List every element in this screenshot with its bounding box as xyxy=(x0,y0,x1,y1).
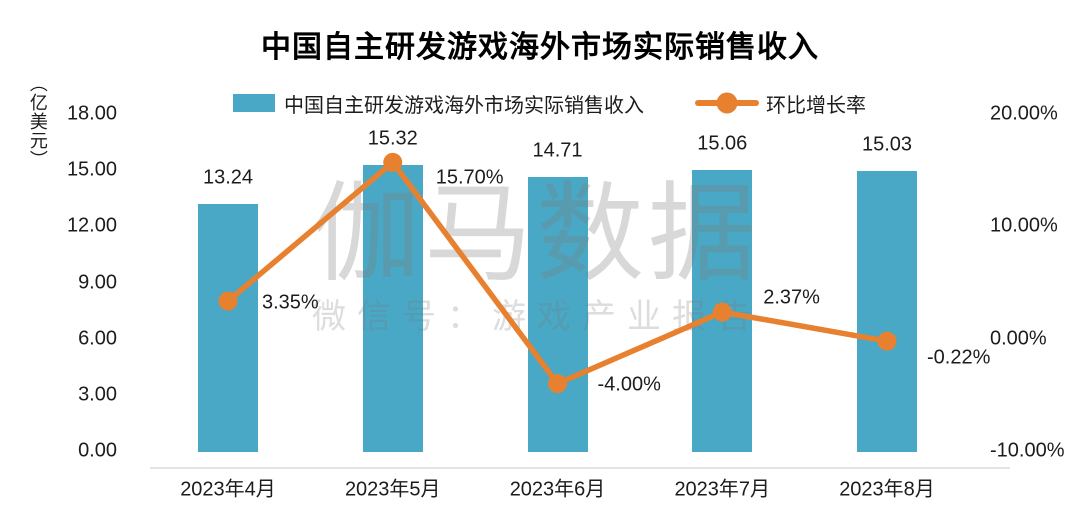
bar-value-label: 13.24 xyxy=(202,166,254,189)
right-axis-tick: 10.00% xyxy=(990,214,1058,237)
left-axis-tick: 6.00 xyxy=(78,327,117,350)
watermark-brand: 伽马数据 xyxy=(312,173,761,294)
left-axis-tick: 15.00 xyxy=(66,158,117,181)
legend-item-growth: 环比增长率 xyxy=(695,92,866,117)
line-point xyxy=(218,291,238,311)
line-point xyxy=(712,302,732,322)
bar xyxy=(527,176,588,452)
left-axis-tick: 12.00 xyxy=(66,214,117,237)
left-axis-tick: 18.00 xyxy=(66,102,117,125)
growth-value-label: 15.70% xyxy=(435,166,504,189)
line-marker-dot-icon xyxy=(716,92,738,114)
x-axis-label: 2023年6月 xyxy=(509,478,606,501)
legend-label-growth: 环比增长率 xyxy=(766,94,866,117)
left-axis-tick: 0.00 xyxy=(78,439,117,462)
line-point xyxy=(548,374,567,394)
chart-title: 中国自主研发游戏海外市场实际销售收入 xyxy=(261,31,819,64)
bar-value-label: 15.32 xyxy=(367,127,418,150)
bar-series-swatch xyxy=(233,94,275,112)
growth-value-label: -4.00% xyxy=(597,373,661,396)
x-axis-label: 2023年8月 xyxy=(839,478,935,501)
line-point xyxy=(877,331,897,351)
right-axis-tick: 20.00% xyxy=(990,102,1058,125)
left-axis-tick: 9.00 xyxy=(78,271,117,293)
line-series-marker xyxy=(695,92,759,114)
x-axis-line xyxy=(150,467,1010,469)
growth-value-label: 3.35% xyxy=(262,291,319,314)
x-axis-label: 2023年5月 xyxy=(344,478,441,501)
watermark-wechat: 微信号：游戏产业报告 xyxy=(312,298,762,336)
line-point xyxy=(383,152,403,172)
bar-value-label: 15.03 xyxy=(861,133,913,156)
legend-label-revenue: 中国自主研发游戏海外市场实际销售收入 xyxy=(284,94,644,117)
bar xyxy=(857,170,917,452)
bar-value-label: 14.71 xyxy=(532,139,583,162)
x-axis-label: 2023年4月 xyxy=(180,478,276,501)
left-axis-unit: （亿美元） xyxy=(27,74,48,169)
right-axis-tick: -10.00% xyxy=(990,439,1065,462)
bar xyxy=(198,204,258,452)
x-axis-label: 2023年7月 xyxy=(674,478,771,501)
growth-line xyxy=(226,159,888,387)
growth-value-label: 2.37% xyxy=(763,286,820,309)
bar-value-label: 15.06 xyxy=(697,132,748,155)
legend-item-revenue: 中国自主研发游戏海外市场实际销售收入 xyxy=(233,92,644,117)
growth-value-label: -0.22% xyxy=(927,346,991,369)
right-axis-tick: 0.00% xyxy=(990,327,1047,350)
bar xyxy=(362,165,423,452)
left-axis-tick: 3.00 xyxy=(78,383,117,406)
